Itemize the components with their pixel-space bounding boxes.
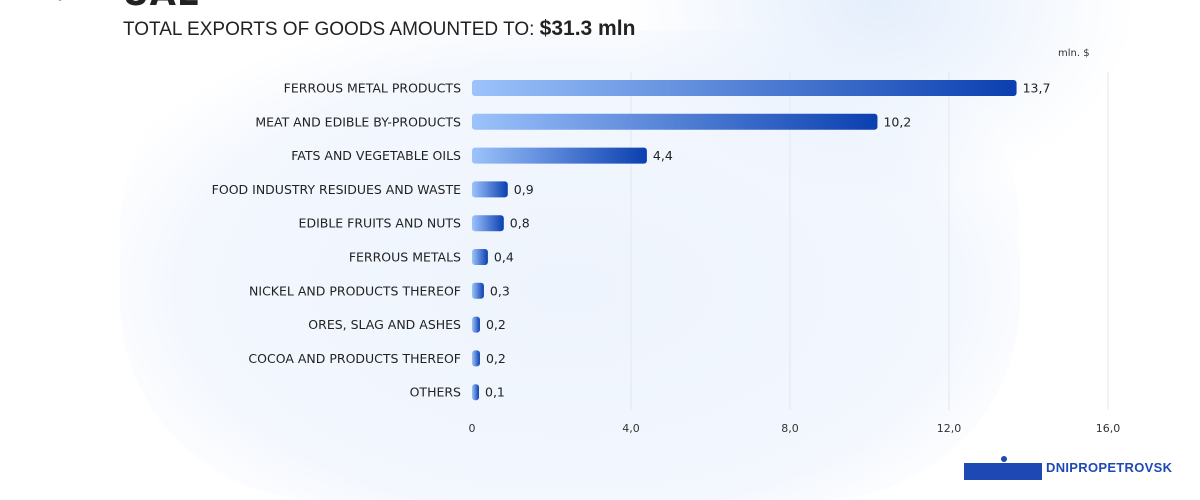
bar — [472, 384, 479, 401]
value-label: 0,4 — [494, 250, 514, 265]
category-label: FATS AND VEGETABLE OILS — [291, 148, 461, 163]
category-label: COCOA AND PRODUCTS THEREOF — [248, 351, 461, 366]
value-label: 0,9 — [514, 182, 534, 197]
x-tick-label: 8,0 — [781, 422, 799, 435]
category-label: EDIBLE FRUITS AND NUTS — [299, 216, 462, 231]
x-tick-label: 4,0 — [622, 422, 640, 435]
brand-name: DNIPROPETROVSK — [1046, 460, 1173, 475]
x-tick-label: 0 — [469, 422, 476, 435]
bar — [472, 80, 1017, 96]
bar-chart: FERROUS METAL PRODUCTS 13,7 MEAT AND EDIBL… — [212, 72, 1121, 435]
bar — [472, 181, 508, 198]
bar — [472, 147, 647, 164]
category-label: FOOD INDUSTRY RESIDUES AND WASTE — [212, 182, 461, 197]
bar — [472, 215, 504, 232]
value-label: 0,2 — [486, 351, 506, 366]
value-label: 0,1 — [485, 385, 505, 400]
category-label: NICKEL AND PRODUCTS THEREOF — [249, 283, 461, 298]
value-label: 0,2 — [486, 317, 506, 332]
value-label: 10,2 — [883, 114, 911, 129]
value-label: 4,4 — [653, 148, 673, 163]
dia-logo-icon — [964, 456, 1042, 480]
category-label: FERROUS METALS — [349, 250, 461, 265]
total-value: $31.3 mln — [539, 17, 636, 40]
x-tick-label: 16,0 — [1096, 422, 1121, 435]
x-tick-label: 12,0 — [937, 422, 962, 435]
bar — [472, 113, 878, 130]
category-label: FERROUS METAL PRODUCTS — [284, 81, 461, 96]
bar — [472, 249, 488, 265]
value-label: 0,8 — [510, 216, 530, 231]
subtitle: TOTAL EXPORTS OF GOODS AMOUNTED TO: $31.… — [123, 17, 635, 41]
unit-label: mln. $ — [1058, 48, 1090, 59]
category-label: ORES, SLAG AND ASHES — [308, 317, 461, 332]
subtitle-text: TOTAL EXPORTS OF GOODS AMOUNTED TO: — [123, 19, 535, 40]
bar — [472, 282, 484, 299]
value-label: 13,7 — [1023, 81, 1051, 96]
value-label: 0,3 — [490, 283, 510, 298]
bar — [472, 316, 480, 333]
bar — [472, 350, 480, 367]
country-title: UAE — [122, 0, 201, 14]
category-label: MEAT AND EDIBLE BY-PRODUCTS — [255, 114, 461, 129]
category-label: OTHERS — [410, 385, 461, 400]
